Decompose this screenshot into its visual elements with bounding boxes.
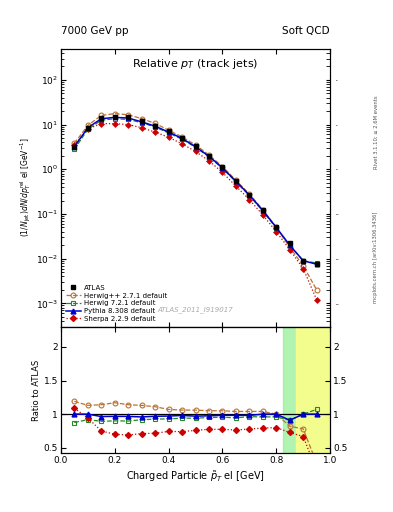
Text: Relative $p_T$ (track jets): Relative $p_T$ (track jets) [132, 57, 259, 71]
Text: Rivet 3.1.10; ≥ 2.6M events: Rivet 3.1.10; ≥ 2.6M events [373, 95, 378, 169]
X-axis label: Charged Particle $\tilde{p}_T$ el [GeV]: Charged Particle $\tilde{p}_T$ el [GeV] [126, 469, 265, 484]
Legend: ATLAS, Herwig++ 2.7.1 default, Herwig 7.2.1 default, Pythia 8.308 default, Sherp: ATLAS, Herwig++ 2.7.1 default, Herwig 7.… [64, 284, 169, 323]
Text: 7000 GeV pp: 7000 GeV pp [61, 26, 129, 36]
Bar [296, 327, 330, 453]
Text: Soft QCD: Soft QCD [283, 26, 330, 36]
Bar [283, 327, 330, 453]
Text: mcplots.cern.ch [arXiv:1306.3436]: mcplots.cern.ch [arXiv:1306.3436] [373, 211, 378, 303]
Y-axis label: $(1/N_\mathrm{jet})dN/dp^\mathrm{rel}_T$ el [GeV$^{-1}$]: $(1/N_\mathrm{jet})dN/dp^\mathrm{rel}_T$… [18, 138, 33, 238]
Y-axis label: Ratio to ATLAS: Ratio to ATLAS [32, 359, 41, 420]
Text: ATLAS_2011_I919017: ATLAS_2011_I919017 [158, 306, 233, 313]
